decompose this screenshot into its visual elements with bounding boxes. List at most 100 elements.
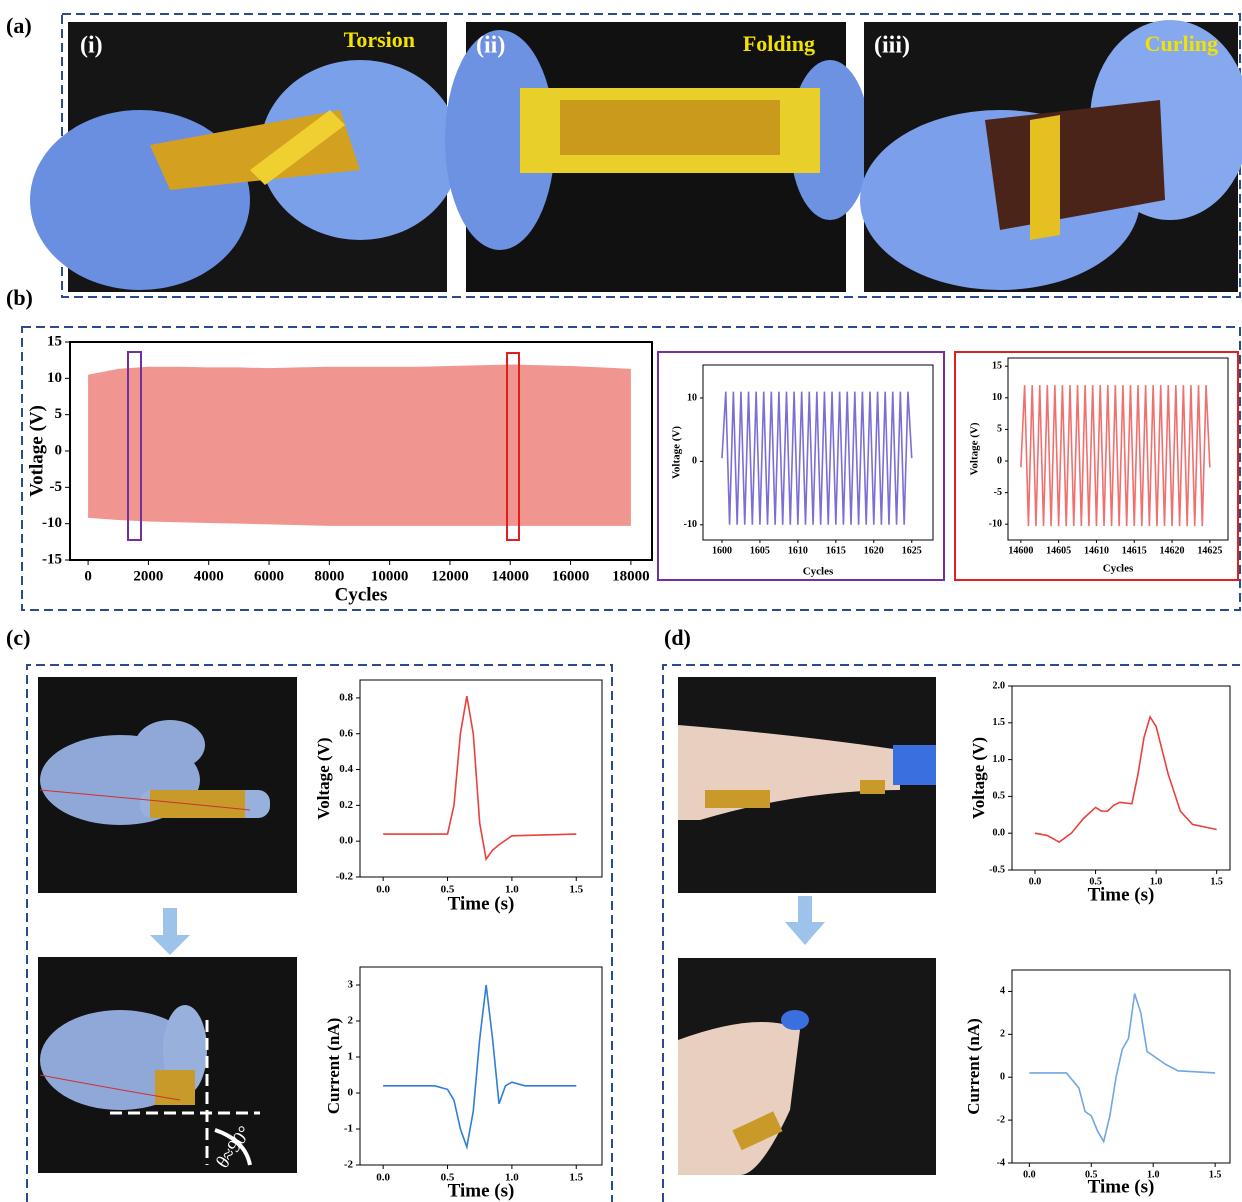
y-tick-label: -2 [344,1159,354,1171]
x-tick-label: 14605 [1046,545,1071,556]
photo-label: (i) [80,33,103,59]
panel-label: (a) [6,13,32,38]
x-tick-label: 0.0 [376,1171,390,1183]
photo-caption: Folding [743,31,815,56]
x-axis-title: Time (s) [448,893,515,914]
x-tick-label: 4000 [194,568,224,584]
y-tick-label: 10 [992,392,1002,403]
x-tick-label: 1.5 [1210,876,1223,887]
x-tick-label: 2000 [133,568,163,584]
x-tick-label: 8000 [314,568,344,584]
line [383,985,576,1147]
x-axis-title: Time (s) [1088,884,1155,905]
x-tick-label: 14610 [1084,545,1109,556]
y-tick-label: 0 [348,1087,354,1099]
y-tick-label: -2 [997,1114,1005,1125]
y-tick-label: -0.2 [336,871,354,883]
y-tick-label: 4 [1000,986,1005,997]
y-tick-label: 15 [992,361,1002,372]
y-tick-label: 10 [47,370,62,386]
y-tick-label: 0.8 [339,691,353,703]
photo-caption: Torsion [344,27,415,52]
y-tick-label: 5 [55,406,63,422]
y-tick-label: 0.2 [339,799,353,811]
y-tick-label: -1 [344,1123,353,1135]
y-tick-label: 0 [55,442,63,458]
photo-finger-bent [38,957,297,1173]
y-tick-label: 15 [47,333,62,349]
x-tick-label: 14620 [1160,545,1185,556]
plot-frame [360,967,602,1165]
y-tick-label: 0.6 [339,727,353,739]
y-tick-label: 0.0 [993,827,1006,838]
x-tick-label: 14625 [1197,545,1222,556]
y-tick-label: -0.5 [989,864,1005,875]
x-tick-label: 10000 [371,568,409,584]
y-tick-label: 0 [997,455,1002,466]
x-tick-label: 0.0 [376,883,390,895]
y-axis-title: Votlage (V) [26,405,47,497]
x-tick-label: 0.0 [1029,876,1042,887]
voltage-band [88,365,631,526]
x-tick-label: 1615 [826,545,846,556]
plot-frame [1012,686,1230,870]
x-tick-label: 0 [84,568,92,584]
y-tick-label: -4 [997,1157,1005,1168]
y-tick-label: 1.0 [993,754,1006,765]
x-axis-title: Time (s) [448,1180,515,1201]
y-tick-label: -5 [50,479,63,495]
y-tick-label: 2 [348,1015,354,1027]
y-tick-label: 0 [1000,1072,1005,1083]
photo-arm-bent [678,958,936,1175]
line [1029,994,1215,1142]
y-tick-label: 1 [348,1051,354,1063]
x-tick-label: 0.0 [1023,1169,1036,1180]
y-axis-title: Voltage (V) [671,426,683,479]
line [1021,385,1210,526]
y-tick-label: 2 [1000,1029,1005,1040]
y-tick-label: -10 [684,519,697,530]
x-tick-label: 16000 [552,568,590,584]
line [722,392,912,525]
line [1035,717,1217,842]
photo-label: (iii) [874,33,910,59]
plot-frame [360,680,602,877]
photo-torsion [30,22,460,292]
x-tick-label: 1600 [712,545,732,556]
x-axis-title: Time (s) [1088,1176,1155,1197]
y-tick-label: -10 [989,518,1002,529]
x-tick-label: 18000 [612,568,650,584]
x-axis-title: Cycles [1103,563,1134,575]
x-tick-label: 1610 [788,545,808,556]
x-tick-label: 14000 [492,568,530,584]
y-tick-label: -15 [42,551,62,567]
y-axis-title: Voltage (V) [969,422,981,475]
x-tick-label: 12000 [431,568,469,584]
y-tick-label: 0.5 [993,791,1006,802]
figure: (a) (i) Torsion (ii) Folding (iii) Curli… [0,0,1242,1202]
x-tick-label: 1.5 [569,883,583,895]
y-tick-label: 5 [997,424,1002,435]
y-tick-label: 3 [348,979,354,991]
x-tick-label: 14615 [1122,545,1147,556]
x-tick-label: 1620 [864,545,884,556]
x-tick-label: 1.5 [569,1171,583,1183]
y-tick-label: -10 [42,515,62,531]
arrow [785,896,825,945]
y-axis-title: Voltage (V) [314,738,333,820]
x-axis-title: Cycles [803,566,834,578]
arrow [150,908,190,955]
y-tick-label: 0.4 [339,763,353,775]
y-tick-label: -5 [994,487,1002,498]
line [383,696,576,859]
photo-folding [445,22,870,292]
panel-label: (b) [6,285,33,310]
photo-arm-straight [678,677,936,893]
y-axis-title: Voltage (V) [969,737,988,819]
panel-label: (d) [664,625,691,650]
y-tick-label: 0 [692,456,697,467]
x-tick-label: 1625 [902,545,922,556]
x-tick-label: 1.5 [1209,1169,1222,1180]
x-tick-label: 6000 [254,568,284,584]
photo-label: (ii) [476,33,505,59]
